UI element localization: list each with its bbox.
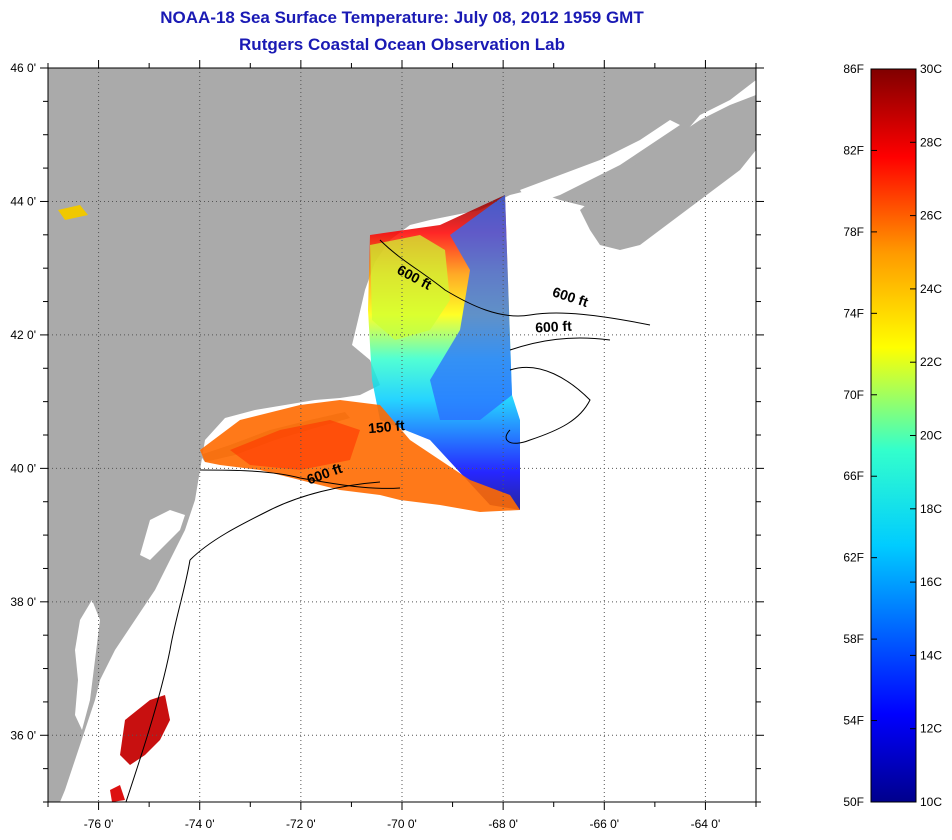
lon-tick-label: -64 0': [691, 817, 721, 831]
isobath-600-south: [125, 559, 191, 802]
mainland: [48, 68, 756, 802]
isobath-600-gulf-of-maine: [379, 239, 651, 326]
f-label: 58F: [843, 632, 864, 646]
sst-blue-east: [430, 195, 512, 420]
c-label: 26C: [920, 209, 942, 223]
isobath-600-shelf-break: [189, 481, 381, 561]
f-label: 62F: [843, 551, 864, 565]
isobath-contours: [125, 239, 651, 802]
sst-warm-shelf: [200, 400, 520, 512]
lon-tick-label: -70 0': [387, 817, 417, 831]
nova-scotia: [580, 95, 756, 250]
lon-tick-label: -68 0': [488, 817, 518, 831]
sst-hatteras-south: [110, 785, 125, 802]
c-label: 14C: [920, 648, 942, 662]
colorbar-gradient: [870, 68, 917, 803]
map-title: NOAA-18 Sea Surface Temperature: July 08…: [160, 8, 644, 27]
f-label: 70F: [843, 388, 864, 402]
bay-of-fundy: [520, 120, 680, 205]
lat-tick-label: 36 0': [10, 728, 36, 742]
map-subtitle: Rutgers Coastal Ocean Observation Lab: [239, 35, 565, 54]
lat-tick-label: 44 0': [10, 194, 36, 208]
sst-lake-patch: [58, 205, 88, 220]
f-label: 78F: [843, 225, 864, 239]
lat-tick-label: 40 0': [10, 461, 36, 475]
isobath-label: 150 ft: [367, 417, 405, 436]
c-label: 20C: [920, 429, 942, 443]
f-label: 54F: [843, 714, 864, 728]
c-label: 30C: [920, 62, 942, 76]
f-label: 86F: [843, 62, 864, 76]
c-label: 24C: [920, 282, 942, 296]
celsius-labels: 30C 28C 26C 24C 22C 20C 18C 16C 14C 12C 10C: [910, 62, 942, 809]
isobath-shelf: [199, 469, 401, 489]
c-label: 28C: [920, 135, 942, 149]
lon-tick-label: -66 0': [589, 817, 619, 831]
f-label: 74F: [843, 306, 864, 320]
lon-tick-label: -72 0': [286, 817, 316, 831]
longitude-axis: -76 0' -74 0' -72 0' -70 0' -68 0' -66 0' -64 …: [47, 60, 757, 831]
c-label: 18C: [920, 502, 942, 516]
lon-tick-label: -76 0': [84, 817, 114, 831]
isobath-150-georges: [505, 366, 591, 444]
isobath-label: 600 ft: [535, 318, 573, 336]
lat-tick-label: 46 0': [10, 61, 36, 75]
sst-warm-core: [230, 420, 360, 470]
lat-tick-label: 38 0': [10, 595, 36, 609]
f-label: 66F: [843, 469, 864, 483]
sst-overlay: [58, 195, 520, 802]
c-label: 12C: [920, 722, 942, 736]
fahrenheit-labels: 86F 82F 78F 74F 70F 66F 62F 58F 54F 50F: [843, 62, 877, 809]
isobath-600-georges-bank: [509, 337, 611, 351]
sst-cape-hatteras: [120, 695, 170, 765]
c-label: 22C: [920, 355, 942, 369]
f-label: 50F: [843, 795, 864, 809]
chesapeake-bay: [75, 600, 100, 730]
c-label: 10C: [920, 795, 942, 809]
sst-green-north: [370, 235, 450, 340]
f-label: 82F: [843, 143, 864, 157]
lon-tick-label: -74 0': [185, 817, 215, 831]
lat-tick-label: 42 0': [10, 328, 36, 342]
c-label: 16C: [920, 575, 942, 589]
latitude-axis: 46 0' 44 0' 42 0' 40 0' 38 0' 36 0': [10, 61, 764, 803]
delaware-bay: [140, 510, 185, 560]
